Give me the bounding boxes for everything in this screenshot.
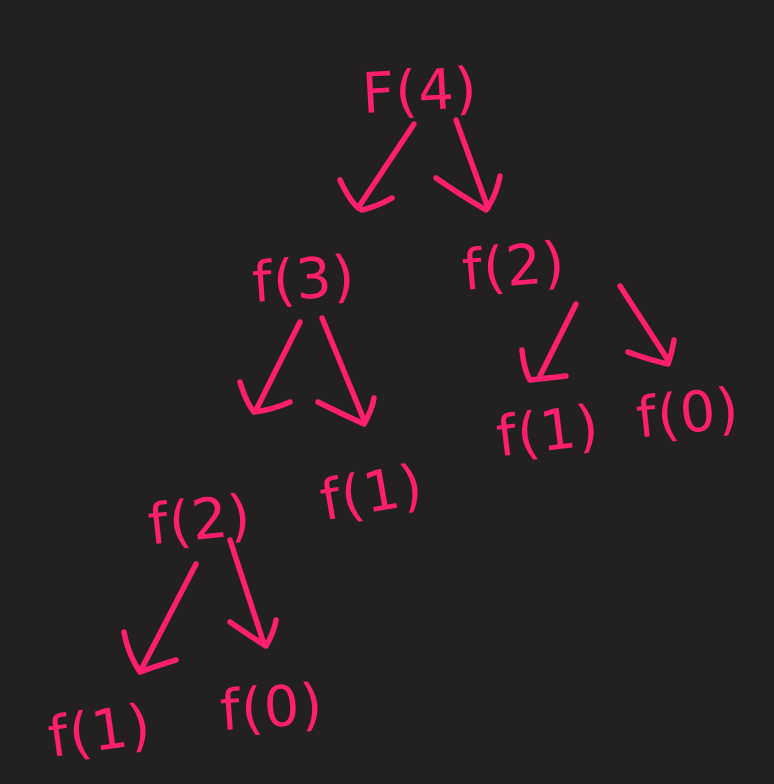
edge-line <box>253 319 303 413</box>
node-f2-right: f(2) <box>460 230 568 304</box>
tree-edges <box>121 117 677 675</box>
edge-root-to-f2-right <box>433 117 503 213</box>
arrowhead-icon <box>227 617 279 649</box>
arrowhead-icon <box>519 347 569 383</box>
node-f1-bottom-left: f(1) <box>44 692 155 771</box>
edge-f2-left-to-f1 <box>121 561 199 675</box>
node-f1-middle: f(1) <box>315 452 428 534</box>
edge-line <box>537 301 579 379</box>
edge-line <box>355 121 417 211</box>
edge-line <box>319 315 367 423</box>
edge-line <box>139 561 199 671</box>
node-f0-bottom: f(0) <box>218 672 325 744</box>
edge-f3-to-f2-left <box>237 319 303 415</box>
edge-root-to-f3 <box>337 121 417 213</box>
arrowhead-icon <box>433 173 503 213</box>
edge-line <box>227 537 267 647</box>
node-f0-right: f(0) <box>633 376 742 451</box>
edge-line <box>453 117 491 211</box>
edge-f2-left-to-f0 <box>227 537 279 649</box>
arrowhead-icon <box>237 379 293 415</box>
node-f3: f(3) <box>250 244 357 316</box>
edge-f2-right-to-f1 <box>519 301 579 383</box>
node-f2-left: f(2) <box>145 483 254 558</box>
edge-line <box>617 283 671 363</box>
arrowhead-icon <box>315 395 377 427</box>
arrowhead-icon <box>625 337 677 367</box>
tree-nodes: F(4) f(3) f(2) f(2) f(1) f(1) f(0) f(1) … <box>44 56 742 771</box>
edge-f3-to-f1 <box>315 315 377 427</box>
arrowhead-icon <box>337 177 395 213</box>
node-f1-right: f(1) <box>493 393 603 470</box>
edge-f2-right-to-f0 <box>617 283 677 367</box>
arrowhead-icon <box>121 629 179 675</box>
node-root-f4: F(4) <box>360 56 479 127</box>
